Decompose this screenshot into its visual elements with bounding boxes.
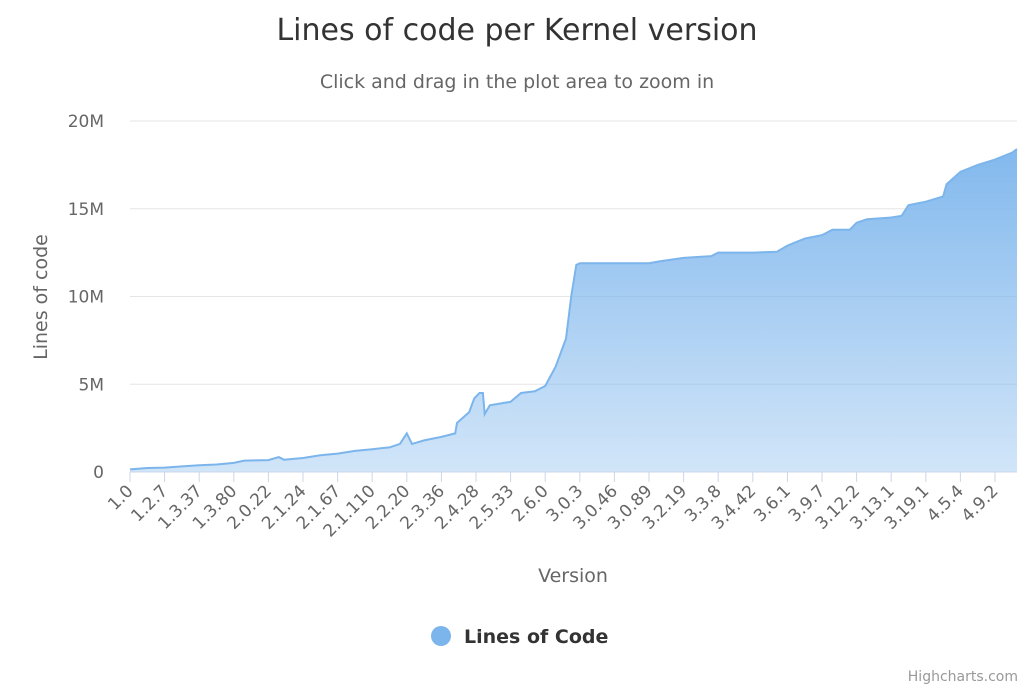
y-axis-ticks: 0 5M 10M 15M 20M xyxy=(68,112,104,483)
y-tick-label: 15M xyxy=(68,200,104,220)
x-tick-label: 4.5.4 xyxy=(923,481,968,526)
y-axis-title: Lines of code xyxy=(30,234,52,360)
series-line xyxy=(129,148,1018,471)
y-tick-label: 5M xyxy=(79,375,104,395)
x-tick-label: 4.9.2 xyxy=(958,481,1003,526)
y-tick-label: 0 xyxy=(93,463,104,483)
legend-marker-icon xyxy=(431,626,451,646)
chart-title: Lines of code per Kernel version xyxy=(276,13,757,48)
y-tick-label: 10M xyxy=(68,288,104,308)
y-tick-label: 20M xyxy=(68,112,104,132)
x-tick-label: 2.6.0 xyxy=(508,481,553,526)
legend-label[interactable]: Lines of Code xyxy=(464,626,608,648)
credits-link[interactable]: Highcharts.com xyxy=(908,669,1018,685)
series-area-fill xyxy=(130,149,1017,472)
chart-subtitle: Click and drag in the plot area to zoom … xyxy=(320,71,714,93)
legend[interactable]: Lines of Code xyxy=(431,626,608,648)
x-tick-label: 3.6.1 xyxy=(750,481,795,526)
x-axis-title: Version xyxy=(538,565,608,587)
x-axis-ticks: 1.01.2.71.3.371.3.802.0.222.1.242.1.672.… xyxy=(104,472,1003,541)
